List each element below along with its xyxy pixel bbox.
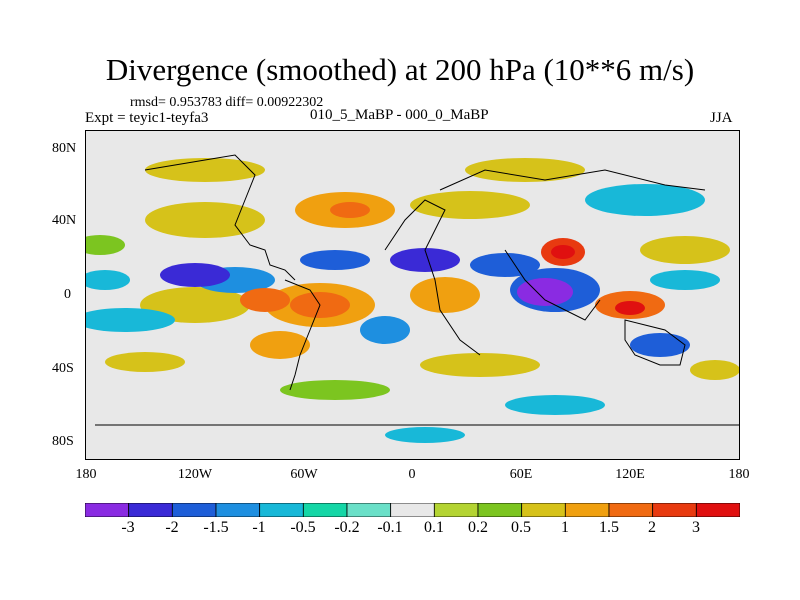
lat-label-40s: 40S bbox=[52, 361, 74, 376]
colorbar-swatch bbox=[433, 503, 479, 517]
colorbar-label: 1 bbox=[561, 519, 569, 536]
colorbar-label: 1.5 bbox=[599, 519, 619, 536]
colorbar-swatch bbox=[477, 503, 523, 517]
colorbar-label: -3 bbox=[121, 519, 135, 536]
colorbar-label: -0.2 bbox=[334, 519, 360, 536]
season-label: JJA bbox=[710, 110, 733, 126]
colorbar-label: 0.5 bbox=[511, 519, 531, 536]
lat-label-80s: 80S bbox=[52, 434, 74, 449]
colorbar-swatch bbox=[128, 503, 173, 517]
lon-label-60w: 60W bbox=[290, 467, 318, 482]
colorbar-swatch bbox=[390, 503, 435, 517]
lon-label-180e: 180 bbox=[728, 467, 750, 482]
lon-label-0: 0 bbox=[408, 467, 416, 482]
lat-label-40n: 40N bbox=[52, 213, 77, 228]
lat-label-0: 0 bbox=[64, 287, 71, 302]
stats-text: rmsd= 0.953783 diff= 0.00922302 bbox=[130, 95, 324, 110]
divergence-field bbox=[85, 158, 740, 443]
lon-label-120e: 120E bbox=[615, 467, 645, 482]
divergence-map bbox=[85, 130, 740, 460]
australia-coast bbox=[624, 319, 686, 366]
colorbar-label: -1 bbox=[252, 519, 266, 536]
colorbar-label: -1.5 bbox=[203, 519, 229, 536]
lon-label-60e: 60E bbox=[509, 467, 533, 482]
colorbar-label: 2 bbox=[648, 519, 656, 536]
colorbar-swatch bbox=[215, 503, 261, 517]
colorbar-label: 0.1 bbox=[424, 519, 444, 536]
colorbar-swatch bbox=[695, 503, 740, 517]
colorbar-label: -0.1 bbox=[377, 519, 403, 536]
north-america-coast bbox=[144, 154, 296, 281]
colorbar-label: 3 bbox=[692, 519, 700, 536]
colorbar-swatch bbox=[652, 503, 697, 517]
colorbar-swatch bbox=[521, 503, 566, 517]
colorbar-swatch bbox=[346, 503, 392, 517]
lon-label-120w: 120W bbox=[177, 467, 213, 482]
colorbar-swatch bbox=[608, 503, 654, 517]
plot-title: Divergence (smoothed) at 200 hPa (10**6 … bbox=[105, 52, 695, 87]
experiment-label: Expt = teyic1-teyfa3 bbox=[85, 110, 209, 126]
south-america-coast bbox=[284, 279, 321, 391]
eurasia-coast bbox=[439, 169, 706, 191]
colorbar-swatch bbox=[171, 503, 217, 517]
colorbar bbox=[85, 503, 740, 517]
colorbar-swatch bbox=[302, 503, 348, 517]
lat-label-80n: 80N bbox=[52, 141, 77, 156]
colorbar-label: 0.2 bbox=[468, 519, 488, 536]
coastlines bbox=[95, 154, 740, 426]
colorbar-swatch bbox=[259, 503, 304, 517]
colorbar-label: -0.5 bbox=[290, 519, 316, 536]
case-label: 010_5_MaBP - 000_0_MaBP bbox=[310, 107, 489, 123]
colorbar-swatch bbox=[85, 503, 130, 517]
colorbar-label: -2 bbox=[165, 519, 179, 536]
south-asia-coast bbox=[504, 249, 601, 321]
africa-coast bbox=[384, 199, 481, 356]
map-frame bbox=[85, 130, 740, 460]
colorbar-swatch bbox=[564, 503, 610, 517]
lon-label-180w: 180 bbox=[75, 467, 97, 482]
